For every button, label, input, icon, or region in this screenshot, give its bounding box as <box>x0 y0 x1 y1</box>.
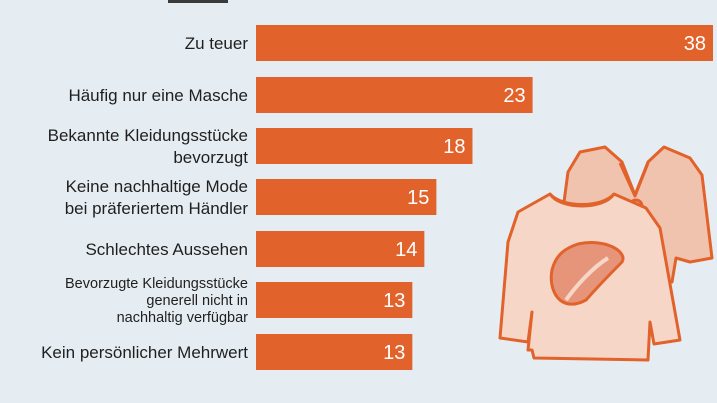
bar-7 <box>256 334 413 370</box>
bar-4 <box>256 179 437 215</box>
category-label-line: Bekannte Kleidungsstücke <box>48 126 248 145</box>
value-label-1: 38 <box>684 33 706 55</box>
value-label-7: 13 <box>383 342 405 364</box>
clothing-illustration <box>498 145 714 362</box>
category-label-1: Zu teuer <box>185 34 249 53</box>
category-label-line: Kein persönlicher Mehrwert <box>41 343 248 362</box>
value-label-2: 23 <box>503 85 525 107</box>
category-label-7: Kein persönlicher Mehrwert <box>41 343 248 362</box>
bar-2 <box>256 77 533 113</box>
category-label-3: Bekannte Kleidungsstücke bevorzugt <box>48 126 249 167</box>
category-label-line: Häufig nur eine Masche <box>68 86 248 105</box>
category-label-4: Keine nachhaltige Mode bei präferiertem H… <box>65 177 249 218</box>
value-labels-group: 38 23 18 15 14 13 13 <box>383 33 706 364</box>
category-label-line: generell nicht in <box>146 293 248 309</box>
category-label-line: bei präferiertem Händler <box>65 199 249 218</box>
category-label-line: Bevorzugte Kleidungsstücke <box>65 276 248 292</box>
leaf-icon <box>549 241 625 306</box>
bars-group <box>256 25 713 370</box>
bar-5 <box>256 231 425 267</box>
category-label-line: Keine nachhaltige Mode <box>66 177 248 196</box>
category-label-line: bevorzugt <box>173 148 248 167</box>
value-label-4: 15 <box>407 187 429 209</box>
value-label-3: 18 <box>443 136 465 158</box>
category-label-5: Schlechtes Aussehen <box>85 240 248 259</box>
value-label-5: 14 <box>395 239 417 261</box>
category-label-6: Bevorzugte Kleidungsstücke generell nicht… <box>65 276 248 326</box>
category-label-line: nachhaltig verfügbar <box>117 310 249 326</box>
category-label-2: Häufig nur eine Masche <box>68 86 248 105</box>
value-label-6: 13 <box>383 290 405 312</box>
bar-1 <box>256 25 713 61</box>
category-label-line: Schlechtes Aussehen <box>85 240 248 259</box>
category-label-line: Zu teuer <box>185 34 249 53</box>
bar-3 <box>256 128 473 164</box>
title-remnant <box>168 0 228 3</box>
bar-6 <box>256 282 413 318</box>
category-labels-group: Zu teuer Häufig nur eine Masche Bekannte K… <box>41 34 248 362</box>
